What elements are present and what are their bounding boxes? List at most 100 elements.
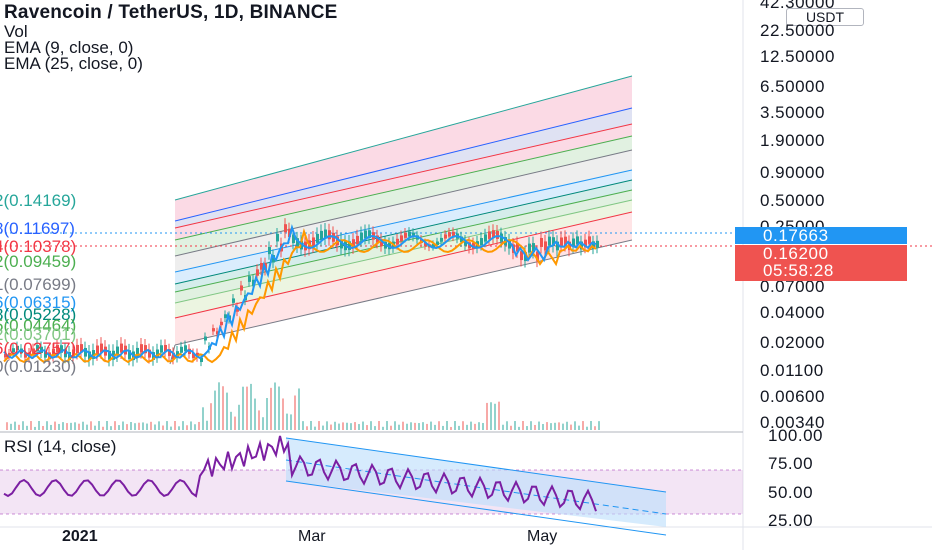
volume-bar xyxy=(474,423,476,430)
candle-body xyxy=(356,235,359,245)
candle-body xyxy=(496,231,499,239)
volume-bar xyxy=(486,402,488,430)
volume-bar xyxy=(462,421,464,430)
fib-label: 2(0.14169) xyxy=(0,191,77,210)
volume-bar xyxy=(254,398,256,430)
candle-body xyxy=(56,344,59,353)
indicator-legend-ema9[interactable]: EMA (9, close, 0) xyxy=(4,38,134,57)
time-axis-label: Mar xyxy=(298,528,326,545)
candle-body xyxy=(440,237,443,242)
volume-bar xyxy=(278,386,280,430)
volume-bar xyxy=(310,421,312,430)
volume-bar xyxy=(30,421,32,430)
volume-bar xyxy=(202,407,204,430)
candle-body xyxy=(540,237,543,247)
volume-bar xyxy=(174,421,176,430)
volume-bar xyxy=(354,422,356,430)
volume-bar xyxy=(126,424,128,430)
candle-body xyxy=(220,321,223,326)
volume-bar xyxy=(598,421,600,430)
volume-bar xyxy=(26,425,28,430)
price-axis-label: 1.90000 xyxy=(760,131,825,150)
candle-body xyxy=(328,230,331,240)
currency-selector[interactable]: USDT xyxy=(786,8,864,26)
candle-body xyxy=(340,239,343,249)
volume-bar xyxy=(34,426,36,430)
volume-bar xyxy=(78,423,80,430)
candle-body xyxy=(544,241,547,251)
candle-body xyxy=(164,344,167,353)
candle-body xyxy=(432,243,435,248)
candle-body xyxy=(32,348,35,355)
volume-bar xyxy=(186,425,188,430)
symbol-title[interactable]: Ravencoin / TetherUS, 1D, BINANCE xyxy=(4,2,338,23)
volume-bar xyxy=(470,421,472,430)
candle-body xyxy=(580,241,583,250)
volume-bar xyxy=(330,424,332,430)
indicator-legend-vol[interactable]: Vol xyxy=(4,22,28,41)
volume-bar xyxy=(478,422,480,430)
fib-label: 2(0.09459) xyxy=(0,252,77,271)
candle-body xyxy=(404,232,407,238)
candle-body xyxy=(276,233,279,242)
rsi-legend[interactable]: RSI (14, close) xyxy=(4,437,117,456)
candle-body xyxy=(348,241,351,250)
volume-bar xyxy=(558,422,560,430)
fib-label: 2(0.03701) xyxy=(0,325,77,344)
volume-bar xyxy=(166,421,168,430)
volume-bar xyxy=(58,423,60,430)
candle-body xyxy=(116,346,119,356)
volume-bar xyxy=(302,421,304,430)
volume-bar xyxy=(346,422,348,430)
volume-bar xyxy=(554,422,556,430)
volume-bar xyxy=(86,424,88,430)
volume-bar xyxy=(82,421,84,430)
fib-line xyxy=(174,239,633,346)
candle-body xyxy=(256,269,259,276)
candle-body xyxy=(284,224,287,233)
candle-body xyxy=(44,351,47,358)
candle-body xyxy=(552,237,555,247)
candle-body xyxy=(120,343,123,353)
candle-body xyxy=(128,350,131,359)
candle-body xyxy=(196,352,199,358)
volume-bar xyxy=(534,424,536,430)
indicator-legend-ema25[interactable]: EMA (25, close, 0) xyxy=(4,54,143,73)
volume-bar xyxy=(6,422,8,430)
candle-body xyxy=(36,345,39,352)
candle-body xyxy=(168,349,171,356)
volume-bar xyxy=(298,388,300,430)
volume-bar xyxy=(226,392,228,430)
candle-body xyxy=(144,345,147,354)
candle-body xyxy=(536,251,539,261)
volume-bar xyxy=(594,426,596,430)
volume-bar xyxy=(110,426,112,430)
volume-bar xyxy=(326,421,328,430)
volume-bar xyxy=(142,422,144,430)
candle-body xyxy=(480,238,483,246)
candle-body xyxy=(236,306,239,312)
volume-bar xyxy=(362,421,364,430)
candle-body xyxy=(488,231,491,239)
candle-body xyxy=(268,246,271,255)
candle-body xyxy=(60,345,63,353)
candle-body xyxy=(568,241,571,251)
volume-bar xyxy=(446,421,448,430)
candle-body xyxy=(380,239,383,247)
fib-line xyxy=(174,135,633,241)
volume-bar xyxy=(258,410,260,430)
candle-body xyxy=(520,251,523,261)
price-tag-last: 0.16200 05:58:28 xyxy=(735,245,907,281)
rsi-line xyxy=(3,435,597,512)
price-axis-label: 0.01100 xyxy=(760,361,824,380)
volume-bar xyxy=(358,424,360,430)
volume-bar xyxy=(94,425,96,430)
volume-bar xyxy=(222,386,224,430)
fib-line xyxy=(174,179,633,285)
price-axis-label: 0.00600 xyxy=(760,387,825,406)
fib-label: 6(0.02757) xyxy=(0,339,77,358)
price-axis-label: 0.02000 xyxy=(760,333,825,352)
candle-body xyxy=(320,230,323,240)
candle-body xyxy=(296,238,299,247)
